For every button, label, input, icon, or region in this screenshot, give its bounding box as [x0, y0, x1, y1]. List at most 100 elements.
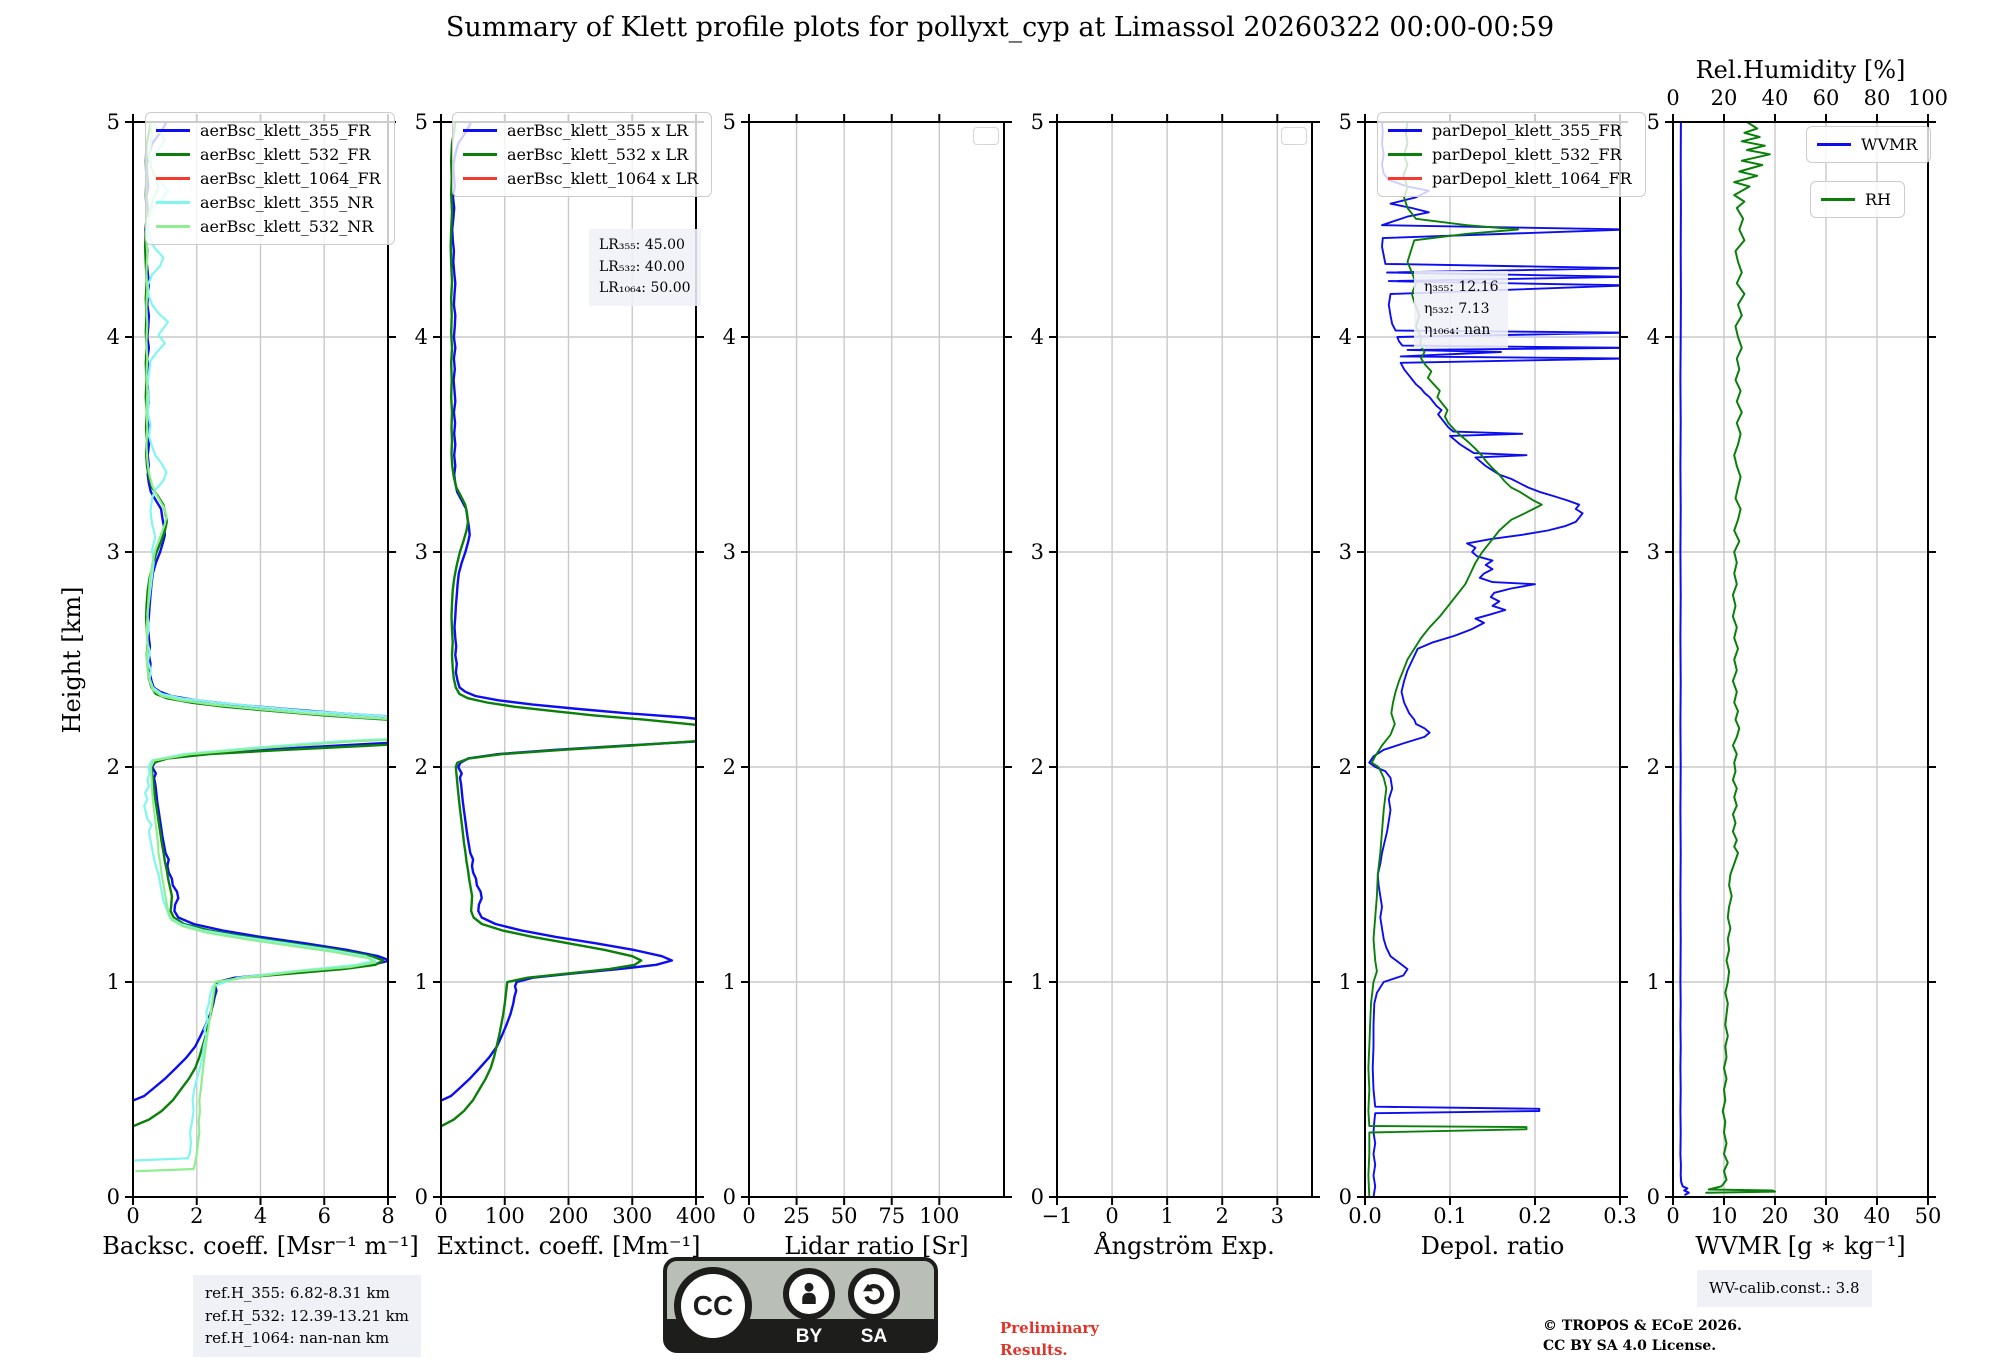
legend-swatch [1388, 177, 1422, 180]
x-tick-label-ext: 100 [484, 1204, 525, 1228]
axis-label-ext: Extinct. coeff. [Mm⁻¹] [436, 1232, 701, 1260]
annotation-line: η₃₅₅: 12.16 [1424, 279, 1499, 295]
series-aerBsc_klett_532_NR [135, 122, 388, 1173]
y-tick-label-angstrom: 4 [1030, 325, 1044, 349]
wv-calib-const: WV-calib.const.: 3.8 [1709, 1279, 1860, 1297]
y-tick-label-lidar: 1 [722, 970, 736, 994]
plot-angstrom [1049, 114, 1320, 1205]
legend-label: WVMR [1861, 135, 1918, 154]
ref-h-532: ref.H_532: 12.39-13.21 km [205, 1306, 409, 1325]
y-tick-label-depol: 0 [1338, 1185, 1352, 1209]
x-tick-label-depol: 0.0 [1348, 1204, 1382, 1228]
x-tick-label-wvmr: 0 [1666, 1204, 1680, 1228]
annotation-ext: LR₃₅₅: 45.00 LR₅₃₂: 40.00 LR₁₀₆₄: 50.00 [589, 229, 701, 307]
x-tick-label-ext: 0 [434, 1204, 448, 1228]
legend-label: parDepol_klett_532_FR [1432, 145, 1622, 164]
y-tick-label-ext: 0 [414, 1185, 428, 1209]
legend-entry: aerBsc_klett_532_FR [156, 145, 381, 164]
cc-icon: CC [674, 1267, 752, 1345]
legend-entry: aerBsc_klett_355 x LR [463, 121, 698, 140]
series-RH [1705, 122, 1776, 1194]
y-tick-label-wvmr: 5 [1646, 110, 1660, 134]
cc-license-badge: CC BY SA [663, 1257, 938, 1353]
x-tick-label-angstrom: 1 [1160, 1204, 1174, 1228]
y-tick-label-wvmr: 1 [1646, 970, 1660, 994]
y-tick-label-wvmr: 4 [1646, 325, 1660, 349]
y-tick-label-depol: 1 [1338, 970, 1352, 994]
legend-entry: aerBsc_klett_1064_FR [156, 169, 381, 188]
legend-wvmr-wvmr: WVMR [1806, 126, 1932, 163]
y-tick-label-backsc: 3 [106, 540, 120, 564]
cc-sa-label: SA [860, 1326, 888, 1347]
legend-entry: aerBsc_klett_1064 x LR [463, 169, 698, 188]
axis-label-depol: Depol. ratio [1420, 1232, 1565, 1260]
y-tick-label-ext: 2 [414, 755, 428, 779]
legend-swatch [156, 225, 190, 228]
legend-label: aerBsc_klett_355_FR [200, 121, 371, 140]
preliminary-results-note: Preliminary Results. [1000, 1319, 1099, 1359]
axis-label-angstrom: Ångström Exp. [1094, 1232, 1275, 1260]
legend-label: aerBsc_klett_355_NR [200, 193, 374, 212]
series-aerBsc_klett_355_FR [133, 122, 388, 1102]
x-tick-label-backsc: 2 [190, 1204, 204, 1228]
y-tick-label-ext: 1 [414, 970, 428, 994]
y-tick-label-angstrom: 5 [1030, 110, 1044, 134]
x-tick-label-lidar: 0 [742, 1204, 756, 1228]
cc-by-label: BY [795, 1326, 823, 1347]
reference-height-box: ref.H_355: 6.82-8.31 km ref.H_532: 12.39… [193, 1275, 421, 1357]
x-tick-label-ext: 400 [675, 1204, 717, 1228]
y-tick-label-backsc: 1 [106, 970, 120, 994]
legend-swatch [463, 129, 497, 132]
y-tick-label-backsc: 5 [106, 110, 120, 134]
plot-backsc [125, 114, 396, 1205]
page-title: Summary of Klett profile plots for polly… [445, 12, 1555, 43]
legend-entry: parDepol_klett_355_FR [1388, 121, 1632, 140]
legend-label: aerBsc_klett_532 x LR [507, 145, 689, 164]
y-tick-label-lidar: 2 [722, 755, 736, 779]
x-tick-label-lidar: 25 [783, 1204, 810, 1228]
legend-swatch [1821, 198, 1855, 201]
top-tick-label-wvmr: 100 [1907, 86, 1949, 110]
x-tick-label-angstrom: 0 [1105, 1204, 1119, 1228]
plot-lidar [741, 114, 1012, 1205]
share-alike-icon [848, 1268, 900, 1320]
legend-label: parDepol_klett_1064_FR [1432, 169, 1632, 188]
annotation-line: LR₅₃₂: 40.00 [599, 258, 685, 275]
y-tick-label-wvmr: 0 [1646, 1185, 1660, 1209]
ref-h-355: ref.H_355: 6.82-8.31 km [205, 1284, 390, 1302]
x-tick-label-wvmr: 10 [1710, 1204, 1738, 1228]
legend-entry: RH [1821, 190, 1891, 209]
legend-swatch [463, 153, 497, 156]
legend-depol: parDepol_klett_355_FR parDepol_klett_532_… [1377, 112, 1646, 197]
annotation-line: η₅₃₂: 7.13 [1424, 300, 1490, 317]
legend-wvmr-rh: RH [1810, 181, 1905, 218]
copyright-note: © TROPOS & ECoE 2026. CC BY SA 4.0 Licen… [1543, 1318, 1742, 1355]
legend-entry: aerBsc_klett_355_NR [156, 193, 381, 212]
series-aerBsc_klett_355 x LR [441, 122, 696, 1102]
y-tick-label-lidar: 0 [722, 1185, 736, 1209]
legend-entry: aerBsc_klett_532 x LR [463, 145, 698, 164]
axis-label-rel-humidity: Rel.Humidity [%] [1695, 56, 1906, 84]
legend-entry: WVMR [1817, 135, 1917, 154]
x-tick-label-wvmr: 20 [1761, 1204, 1789, 1228]
x-tick-label-depol: 0.3 [1603, 1204, 1637, 1228]
y-tick-label-depol: 4 [1338, 325, 1352, 349]
top-tick-label-wvmr: 0 [1666, 86, 1680, 110]
x-tick-label-depol: 0.2 [1518, 1204, 1552, 1228]
x-tick-label-ext: 300 [612, 1204, 653, 1228]
series-WVMR [1679, 122, 1690, 1196]
top-tick-label-wvmr: 60 [1812, 86, 1840, 110]
series-aerBsc_klett_532_FR [133, 122, 388, 1128]
annotation-line: η₁₀₆₄: nan [1424, 322, 1491, 339]
plot-wvmr [1665, 114, 1936, 1205]
legend-entry: aerBsc_klett_532_NR [156, 217, 381, 236]
y-tick-label-lidar: 5 [722, 110, 736, 134]
series-aerBsc_klett_532 x LR [441, 122, 696, 1128]
x-tick-label-lidar: 75 [878, 1204, 906, 1228]
y-tick-label-ext: 4 [414, 325, 428, 349]
empty-legend-lidar [973, 127, 999, 145]
legend-label: aerBsc_klett_1064 x LR [507, 169, 699, 188]
